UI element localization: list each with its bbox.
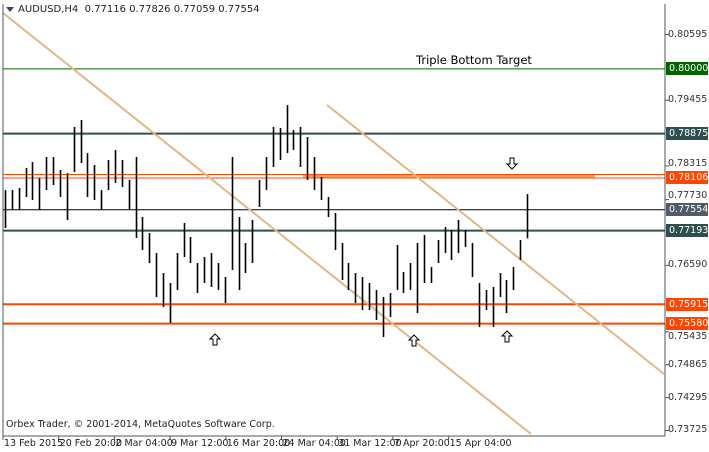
ohlc-values: 0.77116 0.77826 0.77059 0.77554 (84, 4, 260, 15)
level-price-label: 0.78106 (666, 171, 708, 185)
arrow-up-icon (407, 334, 421, 347)
time-tick-label: 16 Mar 20:00 (226, 438, 291, 449)
price-tick-label: 0.74295 (668, 391, 708, 403)
copyright-text: Orbex Trader, © 2001-2014, MetaQuotes So… (6, 419, 275, 430)
level-price-label: 0.75915 (666, 297, 708, 311)
level-price-label: 0.77193 (666, 224, 708, 238)
price-tick-label: 0.76590 (668, 259, 708, 271)
symbol-label: AUDUSD,H4 (18, 4, 79, 15)
time-tick-label: 31 Mar 12:00 (338, 438, 402, 449)
time-tick-label: 9 Mar 12:00 (171, 438, 229, 449)
arrow-down-icon (505, 157, 519, 170)
time-tick-label: 20 Feb 20:00 (59, 438, 123, 449)
price-tick-label: 0.75435 (668, 331, 708, 343)
time-tick-label: 13 Feb 2015 (4, 438, 64, 449)
time-tick-label: 15 Apr 04:00 (449, 438, 512, 449)
price-tick-label: 0.73725 (668, 424, 708, 436)
arrow-up-icon (500, 330, 514, 343)
time-tick-label: 24 Mar 04:00 (282, 438, 346, 449)
price-tick-label: 0.80595 (668, 28, 708, 40)
level-price-label: 0.77554 (666, 203, 708, 217)
price-tick-label: 0.77730 (668, 190, 708, 202)
level-price-label: 0.80000 (666, 62, 708, 76)
time-tick-label: 7 Apr 20:00 (393, 438, 450, 449)
price-tick-label: 0.78315 (668, 158, 708, 170)
time-tick-label: 2 Mar 04:00 (115, 438, 173, 449)
chart-title: AUDUSD,H4 0.77116 0.77826 0.77059 0.7755… (6, 4, 260, 15)
resistance-zone (303, 174, 595, 178)
triple-bottom-target-label: Triple Bottom Target (416, 53, 532, 67)
channel-lower-trendline (326, 104, 665, 375)
arrow-up-icon (208, 333, 222, 346)
dropdown-triangle-icon[interactable] (6, 6, 14, 12)
level-price-label: 0.78875 (666, 127, 708, 141)
price-tick-label: 0.79455 (668, 94, 708, 106)
price-tick-label: 0.74865 (668, 358, 708, 370)
level-price-label: 0.75580 (666, 317, 708, 331)
channel-upper-trendline (2, 12, 532, 435)
